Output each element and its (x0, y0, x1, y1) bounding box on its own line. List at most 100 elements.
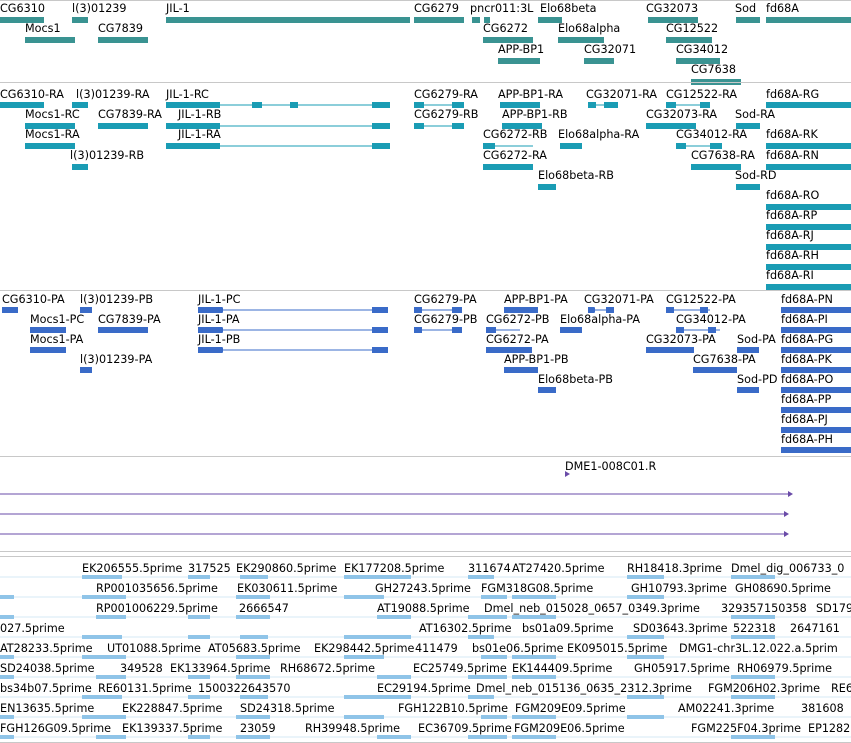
est-label[interactable]: AT16302.5prime (419, 622, 512, 635)
est-label[interactable]: AT27420.5prime (512, 562, 605, 575)
cds-block[interactable] (98, 327, 148, 333)
est-label[interactable]: bs01a09.5prime (522, 622, 614, 635)
cds-block[interactable] (781, 447, 851, 453)
est-label[interactable]: 522318 (733, 622, 776, 635)
gene-label[interactable]: Sod (735, 2, 757, 15)
est-block[interactable] (377, 615, 411, 619)
est-block[interactable] (96, 675, 126, 679)
protein-label[interactable]: CG12522-PA (666, 293, 736, 306)
est-block[interactable] (0, 735, 14, 739)
est-block[interactable] (96, 715, 126, 719)
est-label[interactable]: FGM209E09.5prime (515, 702, 626, 715)
cds-block[interactable] (504, 367, 538, 373)
cds-block[interactable] (646, 347, 694, 353)
est-block[interactable] (96, 735, 126, 739)
est-label[interactable]: 23059 (240, 722, 276, 735)
est-label[interactable]: RP001035656.5prime (96, 582, 218, 595)
est-label[interactable]: EP1282 (808, 722, 851, 735)
cds-block[interactable] (30, 347, 66, 353)
protein-label[interactable]: fd68A-PJ (781, 413, 828, 426)
est-label[interactable]: 311674 (468, 562, 511, 575)
est-block[interactable] (481, 735, 507, 739)
gene-bar[interactable] (25, 37, 75, 43)
est-label[interactable]: EK139337.5prime (122, 722, 223, 735)
est-block[interactable] (0, 655, 14, 659)
transcript-label[interactable]: CG32071-RA (586, 88, 658, 101)
protein-label[interactable]: CG32071-PA (584, 293, 654, 306)
protein-label[interactable]: JIL-1-PB (198, 333, 241, 346)
est-label[interactable]: 317525 (188, 562, 231, 575)
est-label[interactable]: AM02241.3prime (678, 702, 775, 715)
gene-bar[interactable] (414, 17, 464, 23)
transcript-label[interactable]: Elo68beta-RB (538, 169, 614, 182)
est-block[interactable] (240, 655, 268, 659)
protein-label[interactable]: CG32073-PA (646, 333, 716, 346)
est-label[interactable]: EK177208.5prime (344, 562, 445, 575)
transcript-label[interactable]: fd68A-RP (766, 209, 818, 222)
est-label[interactable]: bs01e06.5prime (472, 642, 564, 655)
transcript-label[interactable]: CG6272-RA (483, 149, 547, 162)
transcript-label[interactable]: l(3)01239-RA (76, 88, 150, 101)
exon-block[interactable] (700, 102, 710, 108)
est-block[interactable] (240, 575, 268, 579)
est-block[interactable] (512, 715, 556, 719)
est-label[interactable]: EK228847.5prime (122, 702, 223, 715)
est-label[interactable]: SD24038.5prime (0, 662, 95, 675)
exon-block[interactable] (372, 123, 390, 129)
est-label[interactable]: 027.5prime (0, 622, 65, 635)
protein-label[interactable]: l(3)01239-PB (80, 293, 154, 306)
transcript-label[interactable]: fd68A-RI (766, 269, 814, 282)
probe-label[interactable]: DME1-008C01.R (565, 460, 657, 473)
exon-block[interactable] (736, 123, 760, 129)
est-label[interactable]: EK206555.5prime (82, 562, 183, 575)
protein-label[interactable]: fd68A-PO (781, 373, 834, 386)
protein-label[interactable]: APP-BP1-PA (504, 293, 568, 306)
est-label[interactable]: FGM225F04.3prime (691, 722, 802, 735)
cds-block[interactable] (372, 307, 388, 313)
est-block[interactable] (236, 615, 270, 619)
est-label[interactable]: 329357 (721, 602, 764, 615)
protein-label[interactable]: APP-BP1-PB (504, 353, 569, 366)
est-block[interactable] (96, 615, 126, 619)
transcript-label[interactable]: JIL-1-RB (178, 108, 222, 121)
est-label[interactable]: 150358 (764, 602, 807, 615)
est-block[interactable] (512, 615, 556, 619)
transcript-label[interactable]: CG7638-RA (691, 149, 755, 162)
est-label[interactable]: Dmel_dig_006733_0 (731, 562, 845, 575)
est-block[interactable] (344, 655, 384, 659)
cds-block[interactable] (372, 327, 388, 333)
est-block[interactable] (735, 695, 775, 699)
est-block[interactable] (634, 715, 664, 719)
est-block[interactable] (481, 715, 507, 719)
cds-block[interactable] (452, 307, 462, 313)
protein-label[interactable]: fd68A-PK (781, 353, 832, 366)
cds-block[interactable] (693, 367, 737, 373)
transcript-label[interactable]: l(3)01239-RB (70, 149, 145, 162)
transcript-label[interactable]: CG12522-RA (666, 88, 738, 101)
cds-block[interactable] (781, 407, 851, 413)
est-label[interactable]: 1500322643570 (198, 682, 291, 695)
gene-bar[interactable] (472, 17, 480, 23)
exon-block[interactable] (372, 143, 390, 149)
est-block[interactable] (236, 675, 270, 679)
est-block[interactable] (481, 595, 507, 599)
transcript-label[interactable]: JIL-1-RC (166, 88, 209, 101)
est-label[interactable]: UT01088.5prime (107, 642, 201, 655)
protein-label[interactable]: CG6272-PB (486, 313, 550, 326)
protein-label[interactable]: fd68A-PG (781, 333, 834, 346)
est-label[interactable]: FGM206H02.3prime (708, 682, 821, 695)
est-label[interactable]: EC36709.5prime (418, 722, 512, 735)
cds-block[interactable] (538, 387, 556, 393)
est-block[interactable] (82, 695, 122, 699)
exon-block[interactable] (766, 143, 851, 149)
est-block[interactable] (735, 635, 775, 639)
est-label[interactable]: DMG1-chr3L.12.022.a.5prim (679, 642, 838, 655)
gene-bar[interactable] (72, 17, 88, 23)
est-block[interactable] (634, 595, 664, 599)
gene-bar[interactable] (0, 17, 44, 23)
est-label[interactable]: bs34b07.5prime (0, 682, 92, 695)
protein-label[interactable]: CG6272-PA (486, 333, 549, 346)
protein-label[interactable]: JIL-1-PA (198, 313, 240, 326)
est-block[interactable] (481, 615, 507, 619)
gene-label[interactable]: CG12522 (666, 22, 719, 35)
